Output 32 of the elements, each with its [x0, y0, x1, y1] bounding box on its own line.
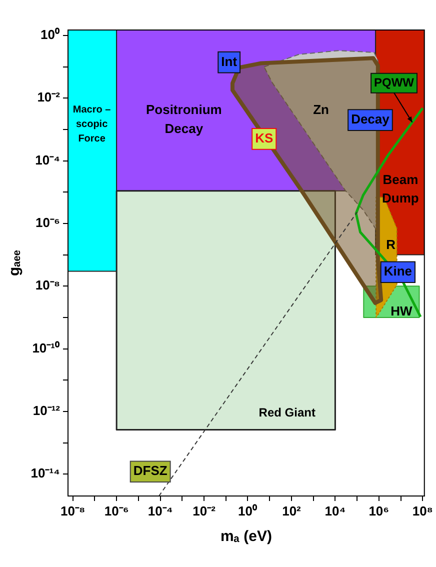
x-tick-label: 10⁻² — [192, 503, 216, 518]
x-tick-label: 10⁴ — [324, 503, 346, 518]
y-tick-label: 10⁻⁴ — [35, 152, 60, 168]
x-tick-label: 10² — [282, 503, 302, 518]
series-label: R — [386, 236, 396, 252]
x-axis-title: mₐ (eV) — [220, 528, 272, 546]
x-tick-label: 10⁻⁸ — [60, 503, 86, 518]
annotation: KS — [255, 130, 274, 146]
y-tick-label: 10⁻⁶ — [36, 215, 60, 230]
series-label: Zn — [313, 102, 330, 118]
series-label: PQWW — [374, 75, 415, 90]
x-tick-label: 10⁻⁴ — [148, 503, 173, 518]
y-tick-label: 10⁰ — [40, 27, 60, 42]
y-tick-label: 10⁻¹⁰ — [32, 340, 60, 356]
x-tick-label: 10⁰ — [238, 503, 258, 518]
series-label: Beam Dump — [382, 172, 419, 206]
series-label: HW — [390, 303, 414, 318]
annotation: Int — [221, 54, 238, 69]
x-tick-label: 10⁶ — [368, 503, 390, 518]
series-label: Positronium Decay — [146, 102, 222, 136]
series-label: Macro – scopic Force — [72, 104, 112, 144]
annotation: Kine — [384, 264, 412, 279]
y-tick-label: 10⁻¹² — [32, 403, 61, 418]
y-axis-title: gₐₑₑ — [6, 250, 24, 276]
y-tick-label: 10⁻¹⁴ — [30, 466, 60, 481]
x-tick-label: 10⁸ — [412, 503, 433, 518]
series-label: Red Giant — [258, 405, 316, 420]
y-tick-label: 10⁻² — [37, 90, 61, 105]
annotation: Decay — [351, 112, 390, 127]
x-tick-label: 10⁻⁶ — [104, 503, 129, 518]
annotation: DFSZ — [133, 463, 168, 478]
y-tick-label: 10⁻⁸ — [35, 278, 60, 293]
